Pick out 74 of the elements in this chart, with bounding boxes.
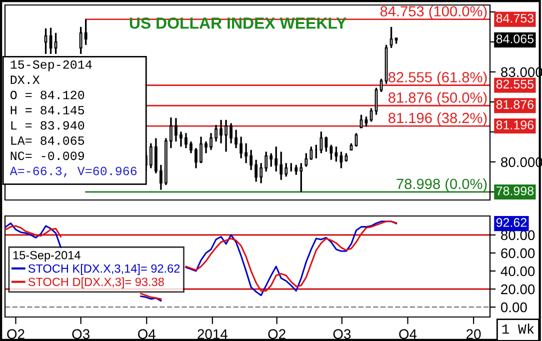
annotation: H = 84.145 (10, 106, 84, 114)
candlestick (244, 142, 248, 164)
candlestick (79, 26, 82, 55)
candlestick (304, 152, 308, 168)
legend-title: 15-Sep-2014 (13, 250, 80, 262)
candlestick (154, 137, 158, 174)
legend-label: STOCH K[DX.X,3,14]= 92.62 (28, 264, 180, 276)
x-tick-label: 20 (466, 329, 481, 340)
candlestick (159, 164, 162, 191)
annotation: DX.X (10, 76, 40, 84)
candlestick (240, 136, 243, 160)
ref-line-label: 81.876 (50.0%) (388, 92, 487, 106)
y-tick-label: 80.00 (501, 230, 535, 240)
y-tick-label: 60.00 (501, 248, 535, 258)
annotation: A=-66.3, V=60.966 (10, 166, 137, 178)
annotation: O = 84.120 (10, 90, 84, 100)
y-tick-label: 40.00 (500, 266, 535, 276)
candlestick (234, 128, 238, 149)
candlestick (390, 26, 393, 49)
candlestick (324, 136, 328, 153)
candlestick (330, 144, 333, 161)
candlestick (220, 119, 222, 144)
text: 82.555 (496, 80, 534, 89)
annotation: 15-Sep-2014 (10, 60, 92, 72)
text: 78.998 (496, 186, 534, 196)
ref-line-label: 81.196 (38.2%) (388, 112, 487, 126)
candlestick (340, 150, 343, 170)
candlestick (210, 132, 212, 151)
candlestick (274, 146, 278, 172)
ref-line-label: 84.753 (100.0%) (380, 6, 487, 20)
annotation: LA= 84.065 (11, 136, 84, 145)
text: 84.753 (496, 14, 534, 23)
candlestick (254, 158, 258, 183)
candlestick (260, 162, 263, 184)
annotation: NC= -0.009 (10, 152, 84, 160)
candlestick (170, 116, 172, 149)
text: 81.196 (496, 120, 534, 130)
candlestick (224, 119, 228, 153)
candlestick (294, 164, 298, 176)
candlestick (54, 32, 58, 55)
candlestick (270, 152, 273, 168)
candlestick (190, 140, 192, 154)
candlestick (284, 162, 288, 178)
candlestick (214, 124, 218, 142)
candlestick (280, 150, 283, 181)
candlestick (174, 117, 178, 142)
candlestick (194, 147, 198, 170)
text: 1 Wk (502, 324, 534, 334)
candlestick (149, 142, 152, 170)
text: 81.876 (496, 100, 534, 109)
candlestick (84, 18, 88, 46)
candlestick (300, 162, 303, 193)
candlestick (320, 130, 323, 154)
candlestick (264, 150, 268, 172)
text: US DOLLAR INDEX WEEKLY (130, 17, 346, 29)
legend-label: STOCH D[DX.X,3]= 93.38 (28, 277, 164, 288)
annotation: L = 83.940 (11, 121, 84, 130)
text: 84.065 (496, 34, 534, 44)
ref-line-label: 78.998 (0.0%) (396, 178, 487, 192)
candlestick (204, 140, 208, 154)
y-tick-label: 20.00 (501, 284, 535, 294)
candlestick (250, 149, 253, 171)
ref-line-label: 82.555 (61.8%) (388, 72, 487, 86)
x-tick-label: 2014 (198, 329, 228, 340)
text: 92.62 (496, 218, 526, 227)
candlestick (310, 146, 313, 161)
candlestick (44, 28, 48, 55)
y-tick-label: 0.00 (500, 302, 527, 312)
candlestick (180, 130, 182, 148)
candlestick (184, 132, 188, 149)
candlestick (364, 116, 368, 128)
candlestick (230, 122, 232, 144)
candlestick (200, 136, 202, 164)
candlestick (334, 146, 338, 162)
